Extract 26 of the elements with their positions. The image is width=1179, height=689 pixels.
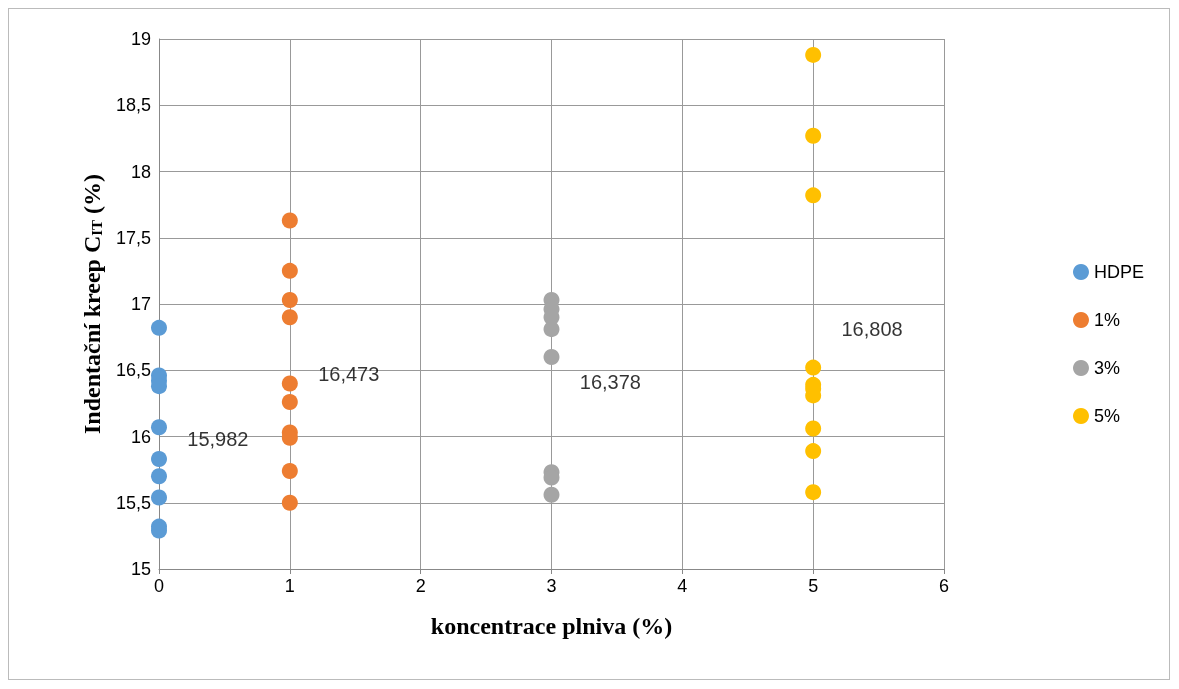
y-tick-label: 17 xyxy=(130,294,151,314)
annotation: 15,982 xyxy=(187,427,249,450)
y-tick-label: 15,5 xyxy=(115,492,151,513)
y-tick-label: 16,5 xyxy=(115,360,151,381)
x-tick-label: 1 xyxy=(284,576,295,596)
y-tick-label: 15 xyxy=(130,559,151,579)
legend-label: HDPE xyxy=(1093,262,1145,282)
x-tick-label: 4 xyxy=(677,576,688,596)
x-tick-label: 5 xyxy=(808,576,819,596)
y-axis-title: Indentační kreep CIT (%) xyxy=(78,173,105,435)
x-tick-label: 6 xyxy=(938,576,950,596)
y-tick-label: 17,5 xyxy=(115,227,151,248)
y-tick-label: 18,5 xyxy=(115,95,151,116)
y-tick-label: 19 xyxy=(130,29,151,49)
x-tick-label: 3 xyxy=(546,576,557,596)
x-axis-title: koncentrace plniva (%) xyxy=(430,613,673,639)
legend-label: 1% xyxy=(1093,310,1121,330)
annotation: 16,808 xyxy=(841,318,903,341)
annotation: 16,378 xyxy=(579,371,641,394)
x-tick-label: 2 xyxy=(415,576,426,596)
legend-label: 5% xyxy=(1093,406,1121,426)
y-tick-label: 16 xyxy=(130,426,151,447)
annotation: 16,473 xyxy=(318,362,380,385)
y-tick-label: 18 xyxy=(130,161,151,182)
x-tick-label: 0 xyxy=(153,576,165,596)
legend-label: 3% xyxy=(1093,358,1121,378)
